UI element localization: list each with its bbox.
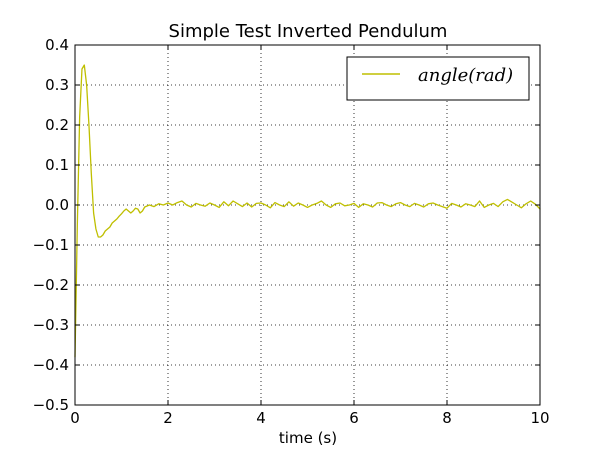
legend-box bbox=[346, 56, 530, 101]
ticks: 0 2 4 6 8 10 0.4 0.3 0.2 0.1 0.0 −0.1 −0.2 −0.3 −0.4 −0… bbox=[33, 36, 550, 427]
y-tick-label: 0.4 bbox=[45, 36, 69, 54]
y-tick-label: 0.2 bbox=[45, 116, 69, 134]
y-tick-label: 0.1 bbox=[45, 156, 69, 174]
legend: angle(rad) bbox=[346, 56, 530, 101]
y-tick-label: −0.4 bbox=[33, 356, 69, 374]
y-tick-label: −0.3 bbox=[33, 316, 69, 334]
plot-area bbox=[75, 45, 540, 405]
series-line-angle bbox=[74, 64, 541, 358]
x-tick-label: 4 bbox=[256, 409, 266, 427]
chart-title: Simple Test Inverted Pendulum bbox=[169, 21, 448, 42]
series-layer bbox=[74, 64, 541, 358]
x-tick-label: 2 bbox=[163, 409, 173, 427]
x-tick-label: 10 bbox=[530, 409, 549, 427]
grid bbox=[75, 45, 540, 405]
legend-label-angle: angle(rad) bbox=[418, 65, 513, 86]
y-tick-label: −0.1 bbox=[33, 236, 69, 254]
x-axis-title: time (s) bbox=[279, 429, 337, 447]
y-tick-label: −0.2 bbox=[33, 276, 69, 294]
x-tick-label: 0 bbox=[70, 409, 80, 427]
x-tick-label: 6 bbox=[349, 409, 359, 427]
plot-frame bbox=[74, 44, 541, 406]
x-tick-label: 8 bbox=[442, 409, 452, 427]
y-tick-label: −0.5 bbox=[33, 396, 69, 414]
y-tick-label: 0.0 bbox=[45, 196, 69, 214]
y-tick-label: 0.3 bbox=[45, 76, 69, 94]
